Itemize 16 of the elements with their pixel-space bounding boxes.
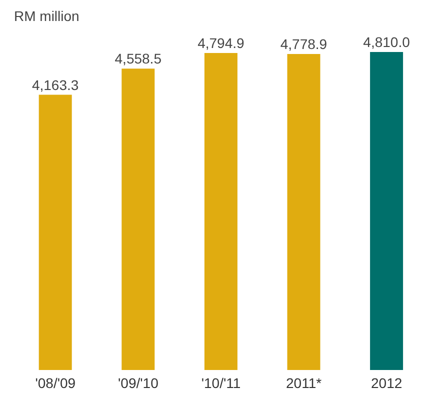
data-label: 4,778.9 [280, 36, 328, 52]
bar [287, 54, 320, 370]
bar [122, 68, 155, 370]
x-tick-label: '09/'10 [118, 374, 159, 391]
x-tick-label: 2012 [371, 374, 402, 391]
bar [370, 52, 404, 370]
bar [38, 94, 72, 370]
bar [204, 53, 238, 370]
x-tick-label: '08/'09 [35, 374, 76, 391]
data-label: 4,558.5 [114, 50, 162, 67]
data-label: 4,810.0 [363, 34, 410, 50]
chart-title: RM million [14, 8, 80, 26]
data-label: 4,794.9 [198, 35, 245, 51]
x-tick-label: 2011* [286, 374, 322, 391]
x-tick-label: '10/'11 [201, 374, 241, 391]
data-label: 4,163.3 [32, 76, 79, 93]
